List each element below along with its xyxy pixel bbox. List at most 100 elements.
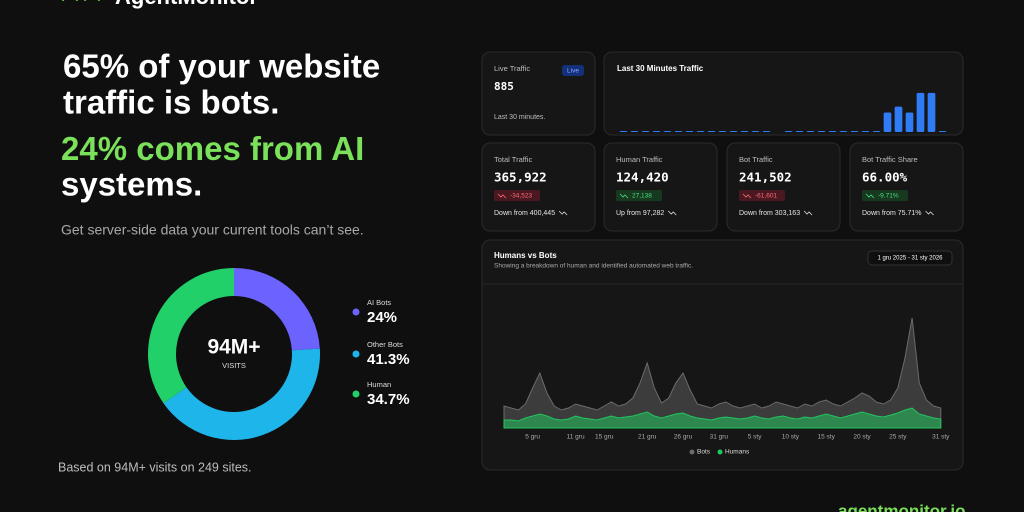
legend-dot (717, 449, 723, 455)
badge-icon (619, 193, 629, 199)
footer-url: agentmonitor.io (838, 501, 966, 512)
badge-text: Live (567, 68, 579, 75)
bar (850, 131, 859, 132)
bar (685, 131, 694, 132)
trend-icon (803, 210, 813, 216)
card (481, 239, 964, 471)
headline-line: 65% of your website (63, 48, 380, 85)
bar (872, 131, 881, 132)
bar (729, 131, 738, 132)
card-value: 124,420 (616, 170, 669, 185)
legend-dot (689, 449, 695, 455)
x-tick-label: 31 gru (710, 434, 729, 441)
x-tick-label: 10 sty (782, 434, 800, 441)
bar (839, 131, 848, 132)
badge-text: 27,138 (632, 193, 652, 200)
legend-value: 41.3% (367, 351, 410, 368)
bar (817, 131, 826, 132)
bar (861, 131, 870, 132)
legend-label: Human (367, 380, 391, 389)
bar (883, 112, 892, 132)
badge-text: -34,523 (510, 193, 532, 200)
accent-line: systems. (61, 166, 202, 203)
logo: AgentMonitor (115, 0, 258, 9)
bar (938, 131, 947, 132)
donut-slice (234, 268, 320, 351)
legend-label: Humans (725, 449, 750, 456)
headline: 65% of your website traffic is bots. 24%… (61, 48, 380, 203)
bar (696, 131, 705, 132)
bar (663, 131, 672, 132)
bar (828, 131, 837, 132)
card (603, 51, 964, 136)
x-tick-label: 5 gru (525, 434, 540, 441)
bar (619, 131, 628, 132)
card (603, 142, 718, 232)
legend-label: Bots (697, 449, 711, 456)
legend-label: Other Bots (367, 340, 403, 349)
area (503, 407, 942, 429)
bar (674, 131, 683, 132)
x-tick-label: 20 sty (853, 434, 871, 441)
badge (616, 190, 662, 201)
center-label: 94M+ (207, 336, 260, 359)
badge-icon (865, 193, 875, 199)
bar (707, 131, 716, 132)
donut-slice (148, 268, 234, 404)
bar (641, 131, 650, 132)
badge (562, 65, 584, 76)
x-tick-label: 15 sty (818, 434, 836, 441)
card-label: Bot Traffic Share (862, 155, 918, 164)
card-label: Live Traffic (494, 64, 530, 73)
trend-icon (558, 210, 568, 216)
x-tick-label: 26 gru (674, 434, 693, 441)
bar (905, 112, 914, 132)
card-value: 365,922 (494, 170, 547, 185)
headline-accent: 24% comes from AI (61, 130, 364, 167)
date-range[interactable]: 1 gru 2025 - 31 sty 2026 (877, 256, 943, 262)
x-tick-label: 15 gru (595, 434, 614, 441)
x-tick-label: 5 sty (748, 434, 762, 441)
bar (795, 131, 804, 132)
accent: 24% (61, 130, 127, 167)
bar (806, 131, 815, 132)
chart-title: Humans vs Bots (494, 251, 557, 260)
bar (894, 106, 903, 132)
x-tick-label: 25 sty (889, 434, 907, 441)
legend-label: AI Bots (367, 298, 391, 307)
center-sublabel: VISITS (222, 361, 246, 370)
bar (740, 131, 749, 132)
headline-line: traffic is bots. (63, 84, 279, 121)
bar (652, 131, 661, 132)
card (726, 142, 841, 232)
footnote: Based on 94M+ visits on 249 sites. (58, 460, 252, 474)
card-value: 66.00% (862, 170, 908, 185)
donut-slice (163, 348, 320, 440)
card-label: Bot Traffic (739, 155, 773, 164)
badge (739, 190, 785, 201)
legend-value: 34.7% (367, 391, 410, 408)
date-picker[interactable] (867, 250, 953, 266)
card-note: Last 30 minutes. (494, 114, 545, 121)
bar (630, 131, 639, 132)
card (849, 142, 964, 232)
chart-title: Last 30 Minutes Traffic (617, 64, 704, 73)
badge-icon (497, 193, 507, 199)
bar (784, 131, 793, 132)
accent-line: comes from AI (136, 130, 364, 167)
bar (718, 131, 727, 132)
badge (862, 190, 908, 201)
trend-icon (925, 210, 934, 216)
card (481, 142, 596, 232)
legend-value: 24% (367, 309, 397, 326)
badge-icon (742, 193, 752, 199)
card-note: Up from 97,282 (616, 210, 664, 217)
chart-subtitle: Showing a breakdown of human and identif… (494, 263, 693, 270)
card-value: 885 (494, 80, 514, 93)
badge (494, 190, 540, 201)
badge-text: -61,601 (755, 193, 777, 200)
card-label: Human Traffic (616, 155, 663, 164)
x-tick-label: 31 sty (932, 434, 950, 441)
card-value: 241,502 (739, 170, 792, 185)
bar (927, 92, 936, 132)
